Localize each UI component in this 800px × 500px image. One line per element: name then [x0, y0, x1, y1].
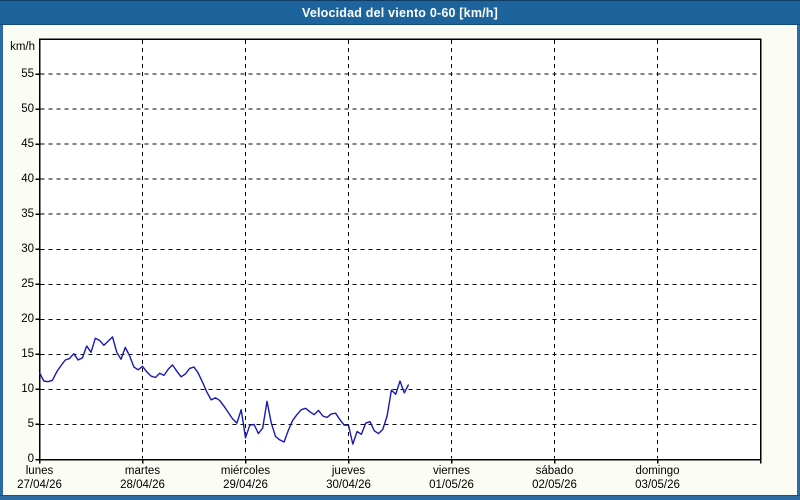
y-axis-tick-label: 45 — [21, 137, 34, 150]
y-axis-tick-label: 40 — [21, 172, 34, 185]
y-axis-tick-label: 25 — [21, 277, 34, 290]
y-axis-tick-label: 5 — [27, 417, 34, 430]
frame-border-bottom — [0, 495, 800, 500]
plot-area — [38, 38, 762, 461]
day-date: 27/04/26 — [17, 478, 62, 491]
y-axis-tick-label: 15 — [21, 347, 34, 360]
frame-border-left — [0, 25, 3, 500]
day-date: 01/05/26 — [429, 478, 474, 491]
chart-title: Velocidad del viento 0-60 [km/h] — [301, 5, 499, 20]
day-name: miércoles — [220, 465, 271, 477]
day-name: jueves — [331, 465, 366, 477]
y-axis-tick-label: 0 — [27, 453, 34, 465]
day-name: martes — [124, 465, 161, 477]
y-axis-tick-label: 30 — [21, 242, 34, 255]
day-date: 28/04/26 — [120, 478, 165, 491]
x-axis-day-label: sábado 02/05/26 — [503, 465, 607, 492]
x-axis-day-label: martes 28/04/26 — [91, 465, 195, 492]
y-axis-tick-label: 10 — [21, 382, 34, 395]
x-axis-day-label: lunes 27/04/26 — [0, 465, 92, 492]
frame-border-right — [797, 25, 800, 500]
y-axis-tick-label: 35 — [21, 207, 34, 220]
day-date: 02/05/26 — [532, 478, 577, 491]
title-bar: Velocidad del viento 0-60 [km/h] — [0, 0, 800, 25]
y-axis-tick-label: 20 — [21, 312, 34, 325]
x-axis-day-label: miércoles 29/04/26 — [194, 465, 298, 492]
wind-speed-line — [38, 336, 410, 445]
day-name: domingo — [635, 465, 680, 477]
day-name: viernes — [432, 465, 471, 477]
day-date: 30/04/26 — [326, 478, 371, 491]
x-axis-day-label: viernes 01/05/26 — [400, 465, 504, 492]
x-axis-day-label: domingo 03/05/26 — [606, 465, 710, 492]
day-name: sábado — [535, 465, 574, 477]
y-axis-tick-label: 55 — [21, 67, 34, 80]
y-axis-unit-label: km/h — [10, 41, 35, 53]
y-axis-tick-label: 50 — [21, 102, 34, 115]
day-date: 29/04/26 — [223, 478, 268, 491]
day-name: lunes — [25, 465, 54, 477]
x-axis-day-label: jueves 30/04/26 — [297, 465, 401, 492]
day-date: 03/05/26 — [635, 478, 680, 491]
